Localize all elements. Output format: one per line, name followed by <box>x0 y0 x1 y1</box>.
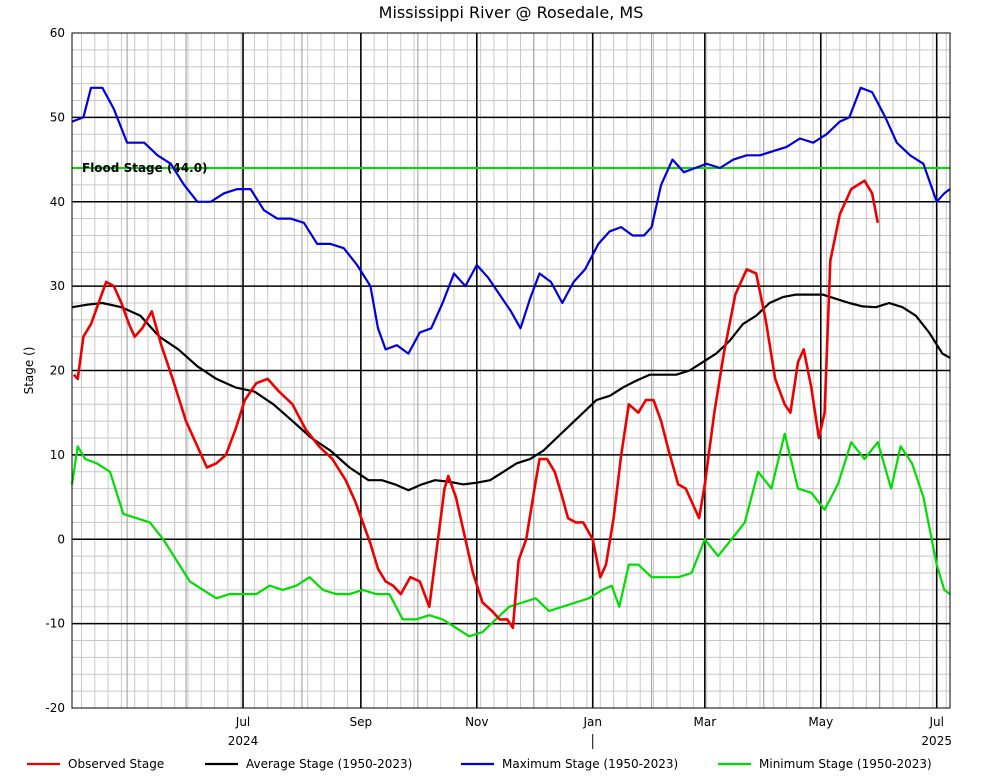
maximum-stage-line <box>71 86 951 355</box>
y-axis: -20 -10 0 10 20 30 40 50 60 <box>45 26 65 715</box>
legend-label-observed: Observed Stage <box>68 757 164 771</box>
minimum-stage-line <box>70 432 951 638</box>
legend-label-minimum: Minimum Stage (1950-2023) <box>759 757 932 771</box>
legend: Observed Stage Average Stage (1950-2023) M… <box>27 757 932 771</box>
x-tick-label: Nov <box>465 715 488 729</box>
legend-label-maximum: Maximum Stage (1950-2023) <box>502 757 678 771</box>
x-axis: Jul 2024 Sep Nov Jan Mar May Jul 2025 <box>228 715 952 749</box>
average-stage-line <box>71 293 951 492</box>
major-grid <box>72 33 950 708</box>
chart-title: Mississippi River @ Rosedale, MS <box>379 3 644 22</box>
y-tick-label: 0 <box>57 532 65 546</box>
y-tick-label: -10 <box>45 617 65 631</box>
x-tick-label: Jul <box>928 715 943 729</box>
x-tick-label: Jan <box>582 715 602 729</box>
y-tick-label: 20 <box>50 364 65 378</box>
x-tick-label: Mar <box>694 715 717 729</box>
flood-stage-label: Flood Stage (44.0) <box>82 161 208 175</box>
x-tick-label: Sep <box>350 715 373 729</box>
observed-stage-line <box>72 179 880 630</box>
y-tick-label: 60 <box>50 26 65 40</box>
y-tick-label: 30 <box>50 279 65 293</box>
plot-frame <box>71 32 951 709</box>
y-tick-label: -20 <box>45 701 65 715</box>
series-layer <box>70 86 951 638</box>
y-tick-label: 40 <box>50 195 65 209</box>
x-tick-label: May <box>808 715 833 729</box>
y-tick-label: 10 <box>50 448 65 462</box>
y-tick-label: 50 <box>50 110 65 124</box>
legend-label-average: Average Stage (1950-2023) <box>246 757 412 771</box>
x-tick-label: Jul <box>235 715 250 729</box>
y-axis-label: Stage () <box>22 347 36 395</box>
flood-stage-layer: Flood Stage (44.0) <box>72 161 950 175</box>
x-year-label: 2025 <box>921 734 952 748</box>
x-year-label: 2024 <box>228 734 259 748</box>
